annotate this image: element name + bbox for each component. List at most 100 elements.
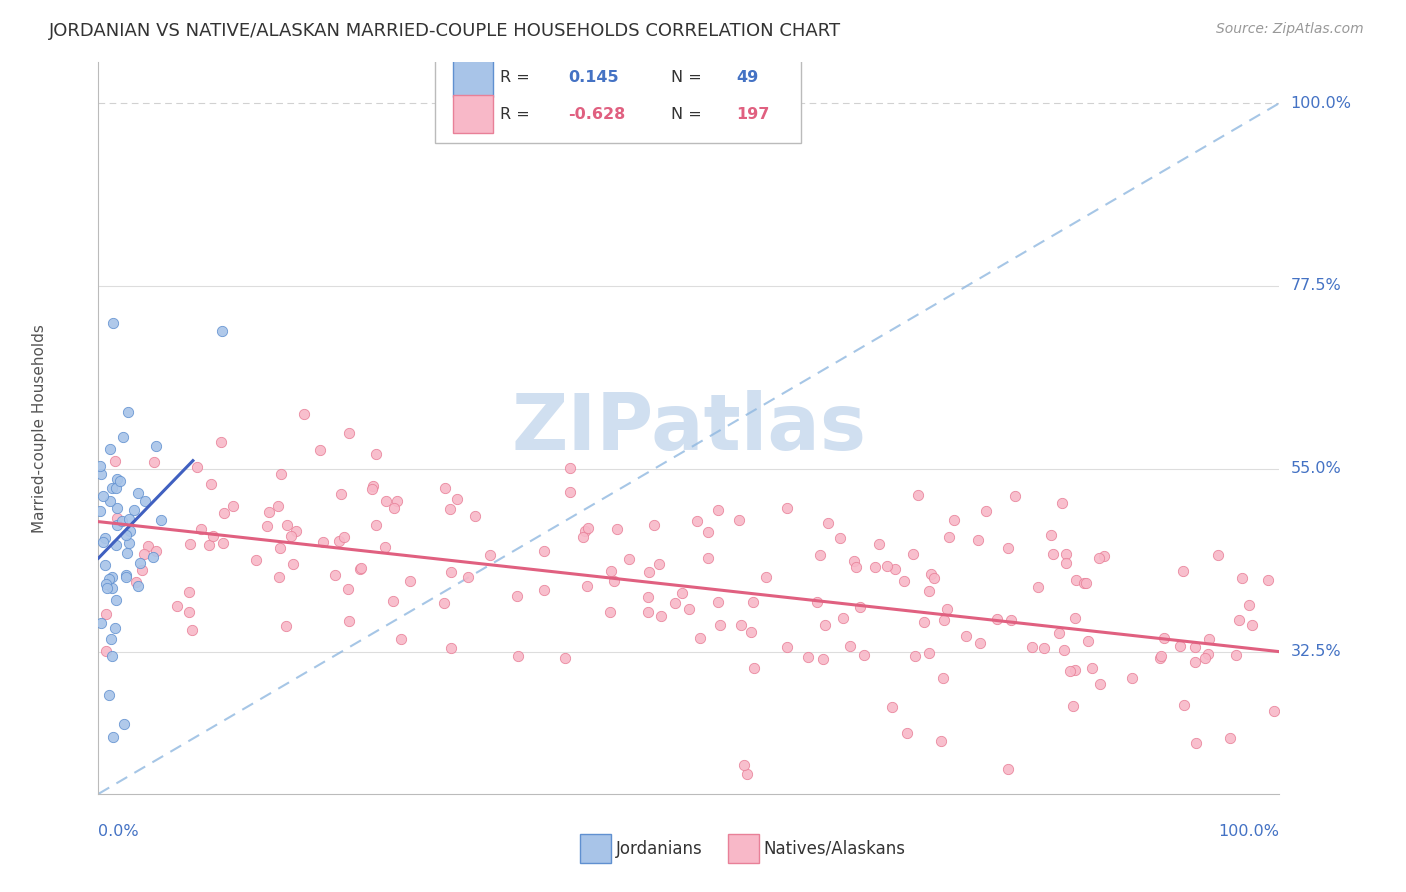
Point — [863, 559, 886, 574]
Point — [1059, 664, 1081, 678]
Point — [707, 503, 730, 517]
Point — [179, 537, 201, 551]
Point — [828, 531, 851, 545]
FancyBboxPatch shape — [434, 52, 801, 143]
Point — [600, 565, 623, 579]
FancyBboxPatch shape — [453, 59, 494, 97]
Text: N =: N = — [671, 70, 702, 86]
Point — [1184, 736, 1206, 750]
Point — [446, 491, 468, 506]
Point — [127, 579, 149, 593]
Point — [122, 503, 145, 517]
Point — [974, 504, 997, 518]
Point — [96, 644, 118, 658]
Point — [166, 599, 188, 613]
Point — [506, 589, 529, 603]
Point — [91, 535, 114, 549]
Point — [882, 700, 904, 714]
Point — [560, 461, 582, 475]
Point — [1149, 650, 1171, 665]
Point — [433, 481, 456, 495]
Point — [361, 482, 384, 496]
Point — [671, 585, 693, 599]
Point — [328, 533, 350, 548]
Point — [813, 652, 835, 666]
Text: Source: ZipAtlas.com: Source: ZipAtlas.com — [1216, 22, 1364, 37]
Text: 0.145: 0.145 — [568, 70, 619, 86]
Point — [1206, 549, 1229, 563]
Text: Married-couple Households: Married-couple Households — [32, 324, 46, 533]
Point — [134, 494, 156, 508]
Point — [374, 540, 396, 554]
Point — [1184, 640, 1206, 655]
Point — [1198, 632, 1220, 646]
Point — [1263, 704, 1285, 718]
Text: 100.0%: 100.0% — [1219, 824, 1279, 839]
Point — [603, 574, 626, 589]
Point — [643, 517, 665, 532]
Point — [128, 556, 150, 570]
Point — [211, 324, 233, 338]
Text: 32.5%: 32.5% — [1291, 644, 1341, 659]
Point — [105, 511, 128, 525]
Point — [312, 535, 335, 549]
Point — [381, 594, 404, 608]
Point — [697, 550, 720, 565]
Point — [1225, 648, 1247, 663]
Point — [440, 566, 463, 580]
Point — [845, 560, 868, 574]
Point — [274, 619, 297, 633]
Text: N =: N = — [671, 107, 702, 122]
Point — [896, 726, 918, 740]
Text: JORDANIAN VS NATIVE/ALASKAN MARRIED-COUPLE HOUSEHOLDS CORRELATION CHART: JORDANIAN VS NATIVE/ALASKAN MARRIED-COUP… — [49, 22, 841, 40]
Point — [104, 621, 127, 635]
Point — [270, 467, 292, 482]
Point — [1028, 580, 1050, 594]
Point — [101, 582, 124, 596]
Point — [349, 562, 371, 576]
Point — [104, 593, 127, 607]
Point — [1153, 631, 1175, 645]
Point — [179, 585, 201, 599]
Point — [839, 639, 862, 653]
Point — [1073, 576, 1095, 591]
Point — [574, 524, 596, 538]
Point — [245, 553, 267, 567]
Point — [112, 430, 135, 444]
Point — [280, 529, 302, 543]
Point — [727, 513, 749, 527]
Point — [1064, 611, 1087, 625]
Point — [554, 651, 576, 665]
Point — [1066, 573, 1088, 587]
Point — [118, 536, 141, 550]
Point — [730, 618, 752, 632]
Point — [832, 610, 855, 624]
Point — [606, 522, 628, 536]
Point — [664, 596, 686, 610]
Point — [907, 488, 929, 502]
Point — [90, 615, 112, 630]
Point — [617, 551, 640, 566]
Point — [98, 494, 121, 508]
Point — [292, 408, 315, 422]
Point — [114, 527, 136, 541]
Point — [131, 563, 153, 577]
Point — [876, 558, 898, 573]
Point — [364, 517, 387, 532]
Point — [742, 595, 765, 609]
Point — [934, 613, 956, 627]
Point — [276, 517, 298, 532]
Point — [214, 506, 236, 520]
Point — [709, 617, 731, 632]
Point — [844, 554, 866, 568]
Point — [1004, 489, 1026, 503]
Point — [986, 612, 1008, 626]
Point — [115, 545, 138, 559]
Text: 55.0%: 55.0% — [1291, 461, 1341, 476]
Point — [150, 512, 173, 526]
Text: R =: R = — [501, 107, 530, 122]
Point — [571, 530, 593, 544]
Point — [1230, 571, 1253, 585]
Point — [918, 583, 941, 598]
Point — [814, 618, 837, 632]
